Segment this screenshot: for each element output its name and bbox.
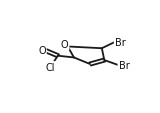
Text: Cl: Cl bbox=[46, 63, 55, 72]
Text: Br: Br bbox=[119, 61, 129, 71]
Text: O: O bbox=[61, 40, 68, 50]
Text: O: O bbox=[38, 46, 46, 55]
Text: Br: Br bbox=[115, 37, 126, 47]
